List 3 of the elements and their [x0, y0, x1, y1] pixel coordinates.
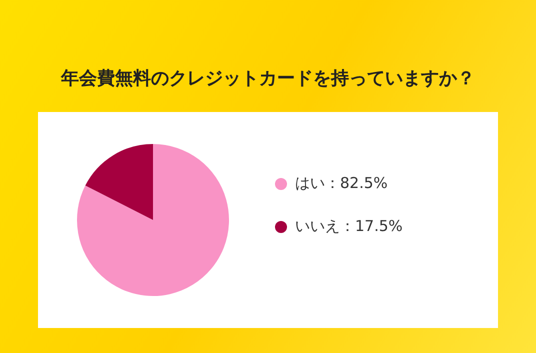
legend-label: はい：82.5% [295, 174, 388, 192]
chart-title: 年会費無料のクレジットカードを持っていますか？ [60, 67, 476, 90]
legend-label: いいえ：17.5% [295, 216, 403, 235]
